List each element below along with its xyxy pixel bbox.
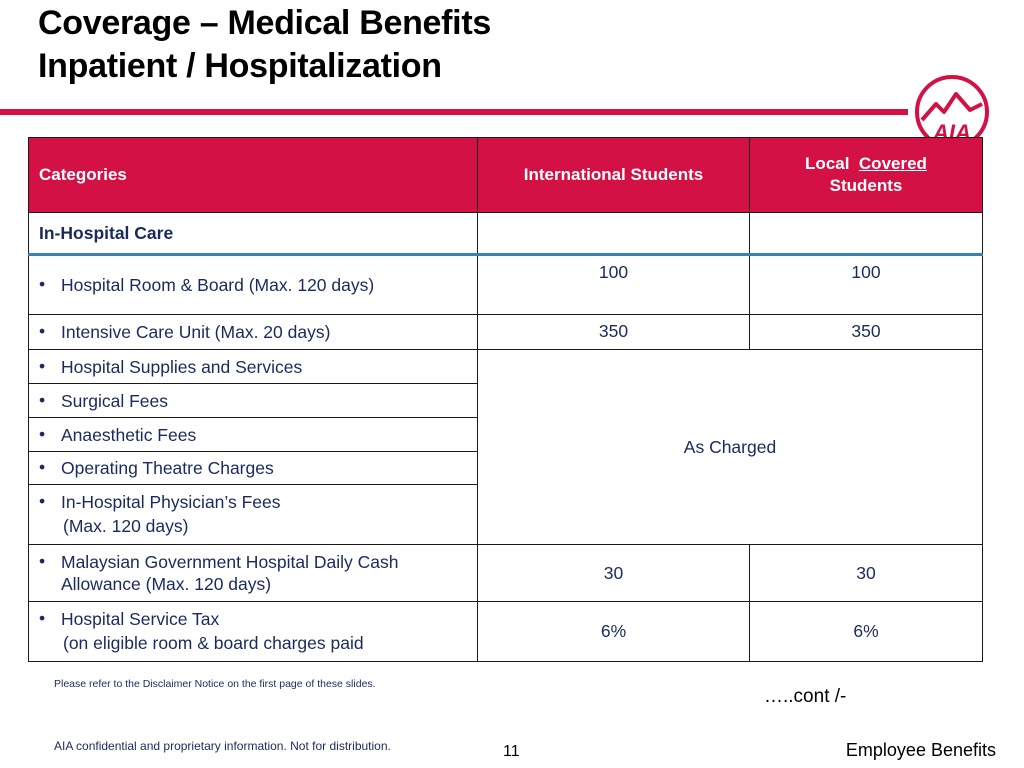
bullet: • — [39, 457, 46, 477]
title-line-1: Coverage – Medical Benefits — [38, 4, 491, 42]
row-sublabel: (Max. 120 days) — [63, 515, 189, 536]
table-row: • Hospital Supplies and Services As Charg… — [28, 349, 983, 545]
row-label: • Operating Theatre Charges — [28, 451, 478, 485]
row-label: • Malaysian Government Hospital Daily Cas… — [28, 544, 478, 602]
table-row: • Operating Theatre Charges — [28, 451, 983, 485]
footer-confidential: AIA confidential and proprietary informa… — [54, 739, 391, 753]
table-row: • Hospital Room & Board (Max. 120 days) 1… — [28, 254, 983, 315]
continued-marker: …..cont /- — [764, 686, 847, 707]
row-label: • Hospital Supplies and Services — [28, 349, 478, 384]
value-local: 350 — [749, 314, 983, 350]
section-row: In-Hospital Care — [28, 212, 983, 256]
bullet: • — [39, 389, 46, 410]
row-label: • In-Hospital Physician’s Fees (Max. 120 … — [28, 484, 478, 545]
value-local: 6% — [749, 601, 983, 662]
bullet: • — [39, 355, 46, 376]
table-header-row: Categories International Students Local … — [28, 137, 983, 213]
bullet: • — [39, 551, 46, 571]
row-label: • Anaesthetic Fees — [28, 417, 478, 452]
coverage-table: Categories International Students Local … — [28, 137, 983, 662]
value-international: 6% — [477, 601, 750, 662]
header-categories: Categories — [28, 137, 478, 213]
header-local-underlined: Covered — [858, 154, 927, 173]
title-line-2: Inpatient / Hospitalization — [38, 47, 442, 85]
bullet: • — [39, 423, 46, 444]
value-international: 350 — [477, 314, 750, 350]
slide-title: Coverage – Medical Benefits Inpatient / … — [38, 2, 491, 88]
section-empty-cell — [749, 212, 983, 256]
bullet: • — [39, 274, 46, 294]
page-number: 11 — [503, 743, 520, 760]
disclaimer-note: Please refer to the Disclaimer Notice on… — [54, 678, 376, 690]
row-label: • Hospital Service Tax (on eligible room … — [28, 601, 478, 662]
value-international: 30 — [477, 544, 750, 602]
table-row: • Malaysian Government Hospital Daily Cas… — [28, 544, 983, 602]
value-local: 100 — [749, 254, 983, 315]
bullet: • — [39, 490, 46, 511]
section-empty-cell — [477, 212, 750, 256]
merged-value-as-charged: As Charged — [477, 349, 983, 545]
row-label: • Hospital Room & Board (Max. 120 days) — [28, 254, 478, 315]
value-local: 30 — [749, 544, 983, 602]
footer-section: Employee Benefits — [845, 740, 996, 760]
table-row: • Intensive Care Unit (Max. 20 days) 350 … — [28, 314, 983, 350]
value-international: 100 — [477, 254, 750, 315]
section-in-hospital-care: In-Hospital Care — [28, 212, 478, 256]
row-label: • Surgical Fees — [28, 383, 478, 418]
header-international-students: International Students — [477, 137, 750, 213]
header-local-prefix: Local — [805, 154, 850, 173]
header-local-suffix: Students — [829, 176, 903, 195]
table-row: • Hospital Service Tax (on eligible room … — [28, 601, 983, 662]
header-local-covered-students: Local Covered Students — [749, 137, 983, 213]
row-sublabel: (on eligible room & board charges paid — [63, 632, 364, 653]
bullet: • — [39, 321, 46, 341]
bullet: • — [39, 607, 46, 628]
table-row: • In-Hospital Physician’s Fees (Max. 120 … — [28, 484, 983, 545]
title-divider — [0, 109, 908, 115]
row-label: • Intensive Care Unit (Max. 20 days) — [28, 314, 478, 350]
